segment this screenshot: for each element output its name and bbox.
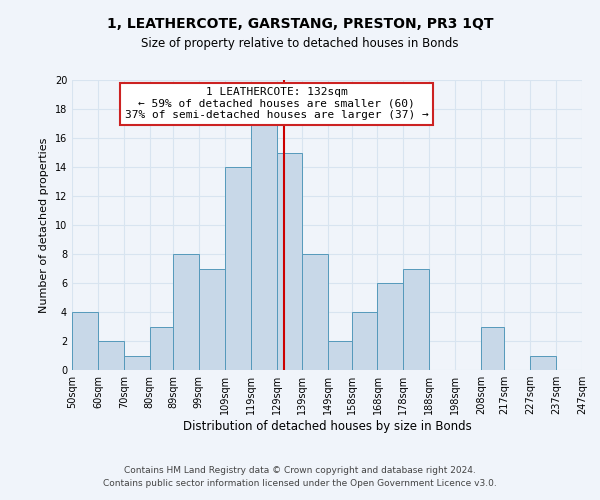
Bar <box>377 283 403 370</box>
Bar <box>225 167 251 370</box>
Bar <box>199 268 225 370</box>
Bar <box>98 341 124 370</box>
Bar <box>72 312 98 370</box>
Bar <box>124 356 149 370</box>
X-axis label: Distribution of detached houses by size in Bonds: Distribution of detached houses by size … <box>182 420 472 433</box>
Text: Size of property relative to detached houses in Bonds: Size of property relative to detached ho… <box>141 38 459 51</box>
Text: 1 LEATHERCOTE: 132sqm
← 59% of detached houses are smaller (60)
37% of semi-deta: 1 LEATHERCOTE: 132sqm ← 59% of detached … <box>125 87 428 120</box>
Bar <box>277 152 302 370</box>
Bar <box>403 268 429 370</box>
Bar <box>481 326 505 370</box>
Text: Contains HM Land Registry data © Crown copyright and database right 2024.
Contai: Contains HM Land Registry data © Crown c… <box>103 466 497 487</box>
Bar <box>173 254 199 370</box>
Bar <box>530 356 556 370</box>
Bar <box>251 124 277 370</box>
Bar <box>149 326 173 370</box>
Y-axis label: Number of detached properties: Number of detached properties <box>39 138 49 312</box>
Text: 1, LEATHERCOTE, GARSTANG, PRESTON, PR3 1QT: 1, LEATHERCOTE, GARSTANG, PRESTON, PR3 1… <box>107 18 493 32</box>
Bar <box>328 341 352 370</box>
Bar <box>302 254 328 370</box>
Bar <box>352 312 377 370</box>
